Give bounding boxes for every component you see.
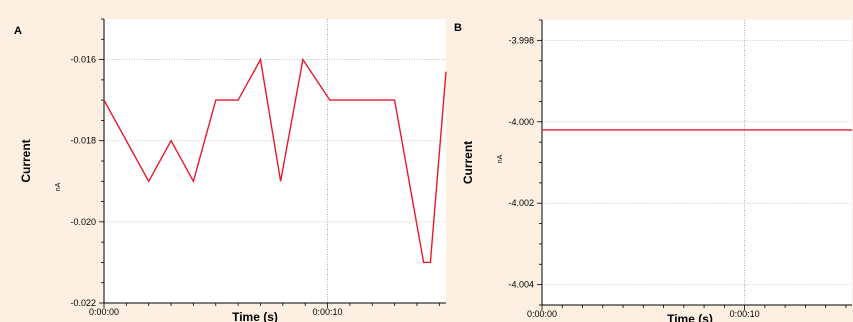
y-axis-label: Current bbox=[19, 139, 33, 182]
x-tick-label: 0:00:10 bbox=[313, 307, 343, 317]
plot-area bbox=[542, 20, 852, 305]
chart-panel-a: A -0.016 -0.018 -0.020 -0.022 0:00:00 0:00:10… bbox=[14, 18, 447, 322]
y-tick-label: -0.016 bbox=[70, 55, 96, 65]
y-tick-label: -4.000 bbox=[508, 117, 534, 127]
x-axis-label: Time (s) bbox=[232, 310, 278, 322]
y-tick-label: -0.022 bbox=[70, 298, 96, 308]
chart-b-svg: -3.998 -4.000 -4.002 -4.004 0:00:00 0:00:10 Cu… bbox=[461, 19, 852, 322]
x-axis-label: Time (s) bbox=[667, 312, 713, 322]
panel-label-a: A bbox=[14, 25, 22, 37]
y-axis-unit: nA bbox=[497, 154, 504, 163]
x-tick-label: 0:00:00 bbox=[527, 309, 557, 319]
x-tick-label: 0:00:00 bbox=[89, 307, 119, 317]
y-tick-label: -0.020 bbox=[70, 217, 96, 227]
panel-label-b: B bbox=[454, 22, 462, 34]
series-line bbox=[103, 57, 447, 264]
y-axis-unit: nA bbox=[55, 182, 62, 191]
y-tick-label: -4.002 bbox=[508, 198, 534, 208]
x-tick-label: 0:00:10 bbox=[730, 309, 760, 319]
y-tick-label: -3.998 bbox=[508, 35, 534, 45]
plot-area bbox=[104, 19, 446, 303]
y-axis-label: Current bbox=[461, 141, 475, 184]
y-tick-label: -0.018 bbox=[70, 136, 96, 146]
y-tick-label: -4.004 bbox=[508, 280, 534, 290]
chart-panel-b: B -3.998 -4.000 -4.002 -4.004 0:00:00 0:00:10… bbox=[448, 0, 853, 322]
